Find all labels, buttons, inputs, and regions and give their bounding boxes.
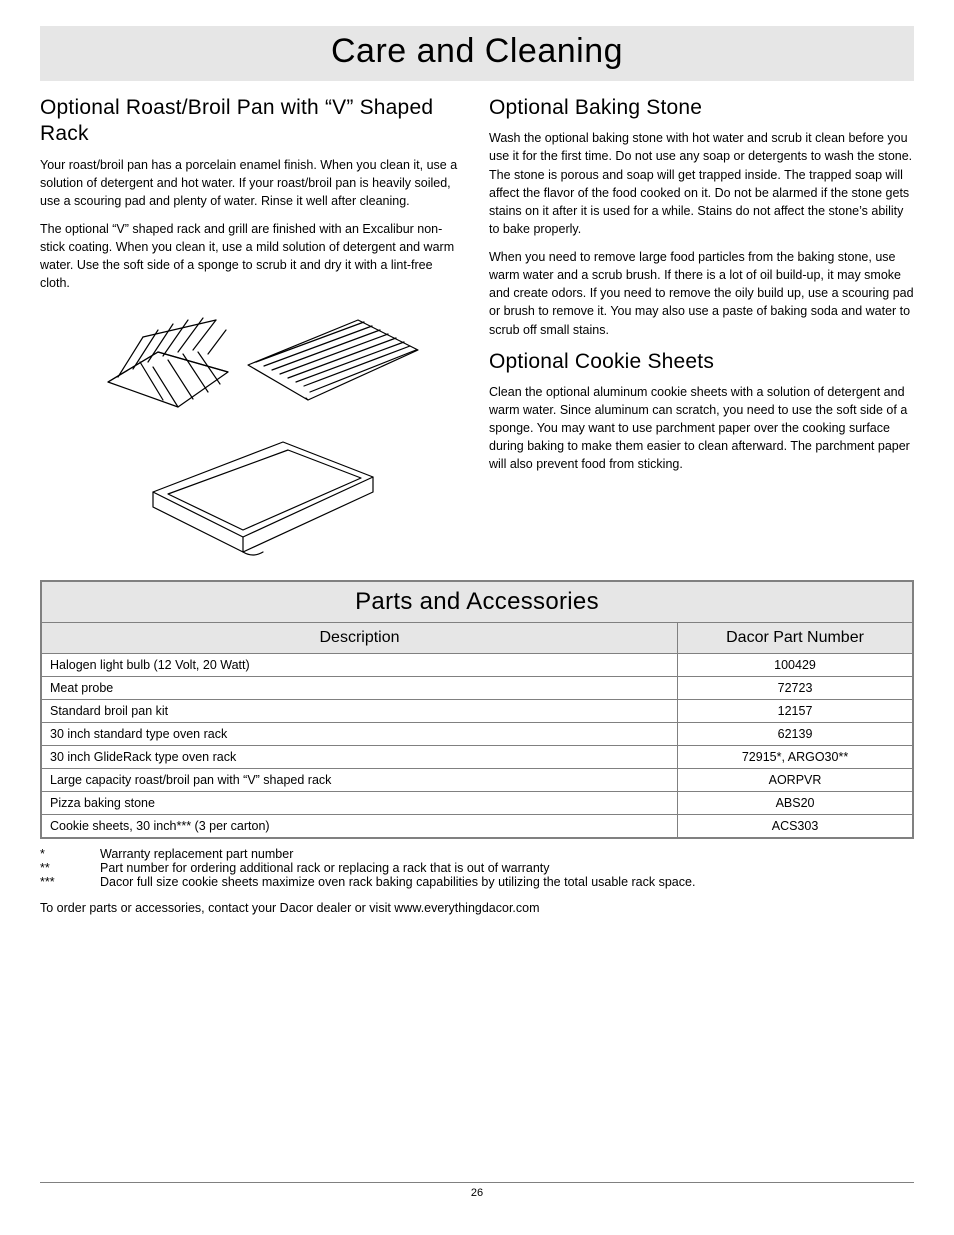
- part-desc: Halogen light bulb (12 Volt, 20 Watt): [41, 654, 678, 677]
- table-row: Pizza baking stoneABS20: [41, 792, 913, 815]
- part-number: 72723: [678, 677, 913, 700]
- table-row: Cookie sheets, 30 inch*** (3 per carton)…: [41, 815, 913, 839]
- table-row: Meat probe72723: [41, 677, 913, 700]
- right-column: Optional Baking Stone Wash the optional …: [489, 95, 914, 562]
- footnote: **Part number for ordering additional ra…: [40, 861, 914, 875]
- roast-broil-heading: Optional Roast/Broil Pan with “V” Shaped…: [40, 95, 465, 148]
- table-row: Large capacity roast/broil pan with “V” …: [41, 769, 913, 792]
- part-number: ACS303: [678, 815, 913, 839]
- table-row: 30 inch standard type oven rack62139: [41, 723, 913, 746]
- left-column: Optional Roast/Broil Pan with “V” Shaped…: [40, 95, 465, 562]
- page-footer: 26: [40, 1182, 914, 1199]
- cookie-sheets-heading: Optional Cookie Sheets: [489, 349, 914, 375]
- roast-broil-p2: The optional “V” shaped rack and grill a…: [40, 220, 465, 293]
- cookie-sheets-p: Clean the optional aluminum cookie sheet…: [489, 383, 914, 474]
- parts-table: Parts and Accessories Description Dacor …: [40, 580, 914, 839]
- parts-table-body: Halogen light bulb (12 Volt, 20 Watt)100…: [41, 654, 913, 839]
- table-row: 30 inch GlideRack type oven rack72915*, …: [41, 746, 913, 769]
- footnote-mark: **: [40, 861, 100, 875]
- part-desc: Cookie sheets, 30 inch*** (3 per carton): [41, 815, 678, 839]
- baking-stone-heading: Optional Baking Stone: [489, 95, 914, 121]
- parts-table-title: Parts and Accessories: [41, 581, 913, 623]
- page-number: 26: [471, 1187, 483, 1199]
- footnote: *Warranty replacement part number: [40, 847, 914, 861]
- parts-col-pn: Dacor Part Number: [678, 623, 913, 654]
- footnote-mark: *: [40, 847, 100, 861]
- content-columns: Optional Roast/Broil Pan with “V” Shaped…: [40, 95, 914, 562]
- part-desc: 30 inch GlideRack type oven rack: [41, 746, 678, 769]
- baking-stone-p2: When you need to remove large food parti…: [489, 248, 914, 339]
- part-number: AORPVR: [678, 769, 913, 792]
- table-row: Standard broil pan kit12157: [41, 700, 913, 723]
- part-number: 72915*, ARGO30**: [678, 746, 913, 769]
- footnote-mark: ***: [40, 875, 100, 889]
- part-desc: Meat probe: [41, 677, 678, 700]
- part-number: 12157: [678, 700, 913, 723]
- part-number: 100429: [678, 654, 913, 677]
- parts-col-desc: Description: [41, 623, 678, 654]
- part-number: 62139: [678, 723, 913, 746]
- baking-stone-p1: Wash the optional baking stone with hot …: [489, 129, 914, 238]
- page-title: Care and Cleaning: [40, 26, 914, 81]
- part-desc: Standard broil pan kit: [41, 700, 678, 723]
- footnote-text: Dacor full size cookie sheets maximize o…: [100, 875, 695, 889]
- part-desc: 30 inch standard type oven rack: [41, 723, 678, 746]
- table-row: Halogen light bulb (12 Volt, 20 Watt)100…: [41, 654, 913, 677]
- order-note: To order parts or accessories, contact y…: [40, 901, 914, 915]
- part-desc: Pizza baking stone: [41, 792, 678, 815]
- footnotes: *Warranty replacement part number **Part…: [40, 847, 914, 889]
- part-desc: Large capacity roast/broil pan with “V” …: [41, 769, 678, 792]
- roast-broil-p1: Your roast/broil pan has a porcelain ena…: [40, 156, 465, 210]
- footnote-text: Part number for ordering additional rack…: [100, 861, 550, 875]
- part-number: ABS20: [678, 792, 913, 815]
- footnote-text: Warranty replacement part number: [100, 847, 293, 861]
- footnote: ***Dacor full size cookie sheets maximiz…: [40, 875, 914, 889]
- page-body: Care and Cleaning Optional Roast/Broil P…: [0, 0, 954, 915]
- rack-pan-illustration: [73, 302, 433, 562]
